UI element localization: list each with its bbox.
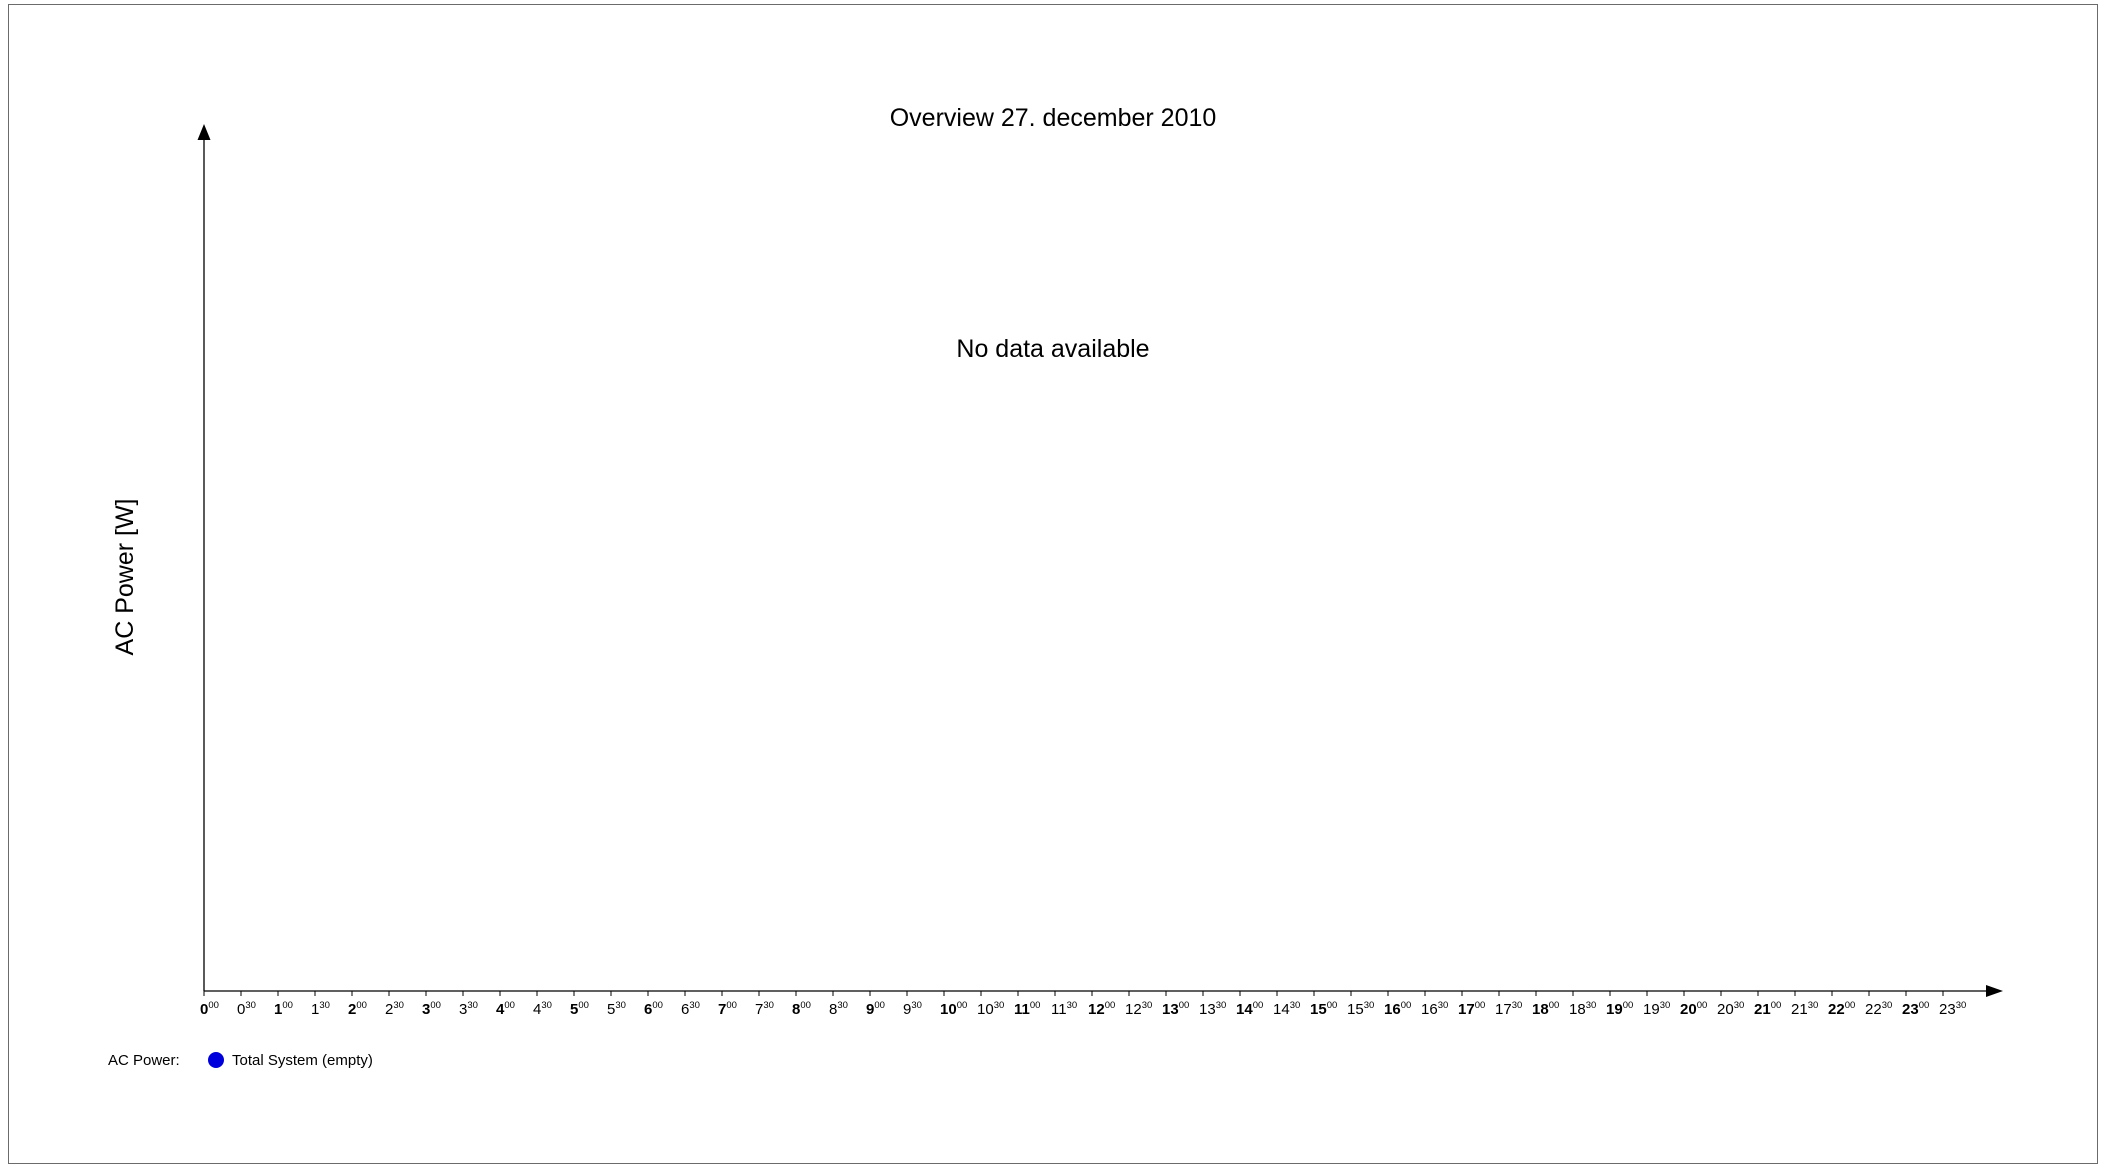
chart-frame: Overview 27. december 2010 No data avail… <box>8 4 2098 1164</box>
y-axis-arrow <box>197 124 211 140</box>
x-tick-label: 2130 <box>1791 1000 1818 1018</box>
x-tick-label: 100 <box>274 1000 293 1018</box>
x-tick-label: 430 <box>533 1000 552 1018</box>
legend-series-label: Total System (empty) <box>232 1052 373 1069</box>
chart-canvas: Overview 27. december 2010 No data avail… <box>108 104 2003 1069</box>
x-tick-label: 000 <box>200 1000 219 1018</box>
x-tick-label: 1800 <box>1532 1000 1559 1018</box>
x-tick-label: 1430 <box>1273 1000 1300 1018</box>
x-tick-label: 1530 <box>1347 1000 1374 1018</box>
legend-swatch-total-system <box>208 1052 224 1068</box>
x-tick-label: 1630 <box>1421 1000 1448 1018</box>
x-axis-tick-labels: 000 030 100 130 200 230 300 330 400 430 500 530 600 6… <box>200 1000 1966 1018</box>
x-tick-label: 1930 <box>1643 1000 1670 1018</box>
x-tick-label: 1500 <box>1310 1000 1337 1018</box>
x-tick-label: 1130 <box>1051 1000 1077 1018</box>
x-tick-label: 930 <box>903 1000 922 1018</box>
chart-title: Overview 27. december 2010 <box>890 104 1217 132</box>
x-tick-label: 2030 <box>1717 1000 1744 1018</box>
x-tick-label: 1030 <box>977 1000 1004 1018</box>
x-tick-label: 130 <box>311 1000 330 1018</box>
x-tick-label: 400 <box>496 1000 515 1018</box>
x-axis-ticks <box>203 991 1944 996</box>
x-tick-label: 730 <box>755 1000 774 1018</box>
x-tick-label: 2330 <box>1939 1000 1966 1018</box>
x-tick-label: 1400 <box>1236 1000 1263 1018</box>
x-tick-label: 1900 <box>1606 1000 1633 1018</box>
x-tick-label: 2230 <box>1865 1000 1892 1018</box>
no-data-message: No data available <box>956 335 1149 363</box>
x-tick-label: 2300 <box>1902 1000 1929 1018</box>
x-tick-label: 1600 <box>1384 1000 1411 1018</box>
x-tick-label: 1300 <box>1162 1000 1189 1018</box>
x-tick-label: 230 <box>385 1000 404 1018</box>
x-tick-label: 330 <box>459 1000 478 1018</box>
x-tick-label: 700 <box>718 1000 737 1018</box>
x-tick-label: 1730 <box>1495 1000 1522 1018</box>
x-tick-label: 1830 <box>1569 1000 1596 1018</box>
x-tick-label: 1200 <box>1088 1000 1115 1018</box>
x-tick-label: 530 <box>607 1000 626 1018</box>
x-tick-label: 1000 <box>940 1000 967 1018</box>
x-tick-label: 800 <box>792 1000 811 1018</box>
x-tick-label: 200 <box>348 1000 367 1018</box>
x-tick-label: 030 <box>237 1000 256 1018</box>
x-tick-label: 900 <box>866 1000 885 1018</box>
x-tick-label: 1230 <box>1125 1000 1152 1018</box>
x-tick-label: 2100 <box>1754 1000 1781 1018</box>
x-tick-label: 2200 <box>1828 1000 1855 1018</box>
x-tick-label: 300 <box>422 1000 441 1018</box>
x-tick-label: 630 <box>681 1000 700 1018</box>
x-tick-label: 1700 <box>1458 1000 1485 1018</box>
x-tick-label: 500 <box>570 1000 589 1018</box>
x-tick-label: 1100 <box>1014 1000 1040 1018</box>
x-tick-label: 830 <box>829 1000 848 1018</box>
y-axis-label: AC Power [W] <box>111 499 139 656</box>
x-tick-label: 600 <box>644 1000 663 1018</box>
x-tick-label: 2000 <box>1680 1000 1707 1018</box>
legend-prefix: AC Power: <box>108 1052 180 1069</box>
x-axis-arrow <box>1986 985 2003 997</box>
x-tick-label: 1330 <box>1199 1000 1226 1018</box>
